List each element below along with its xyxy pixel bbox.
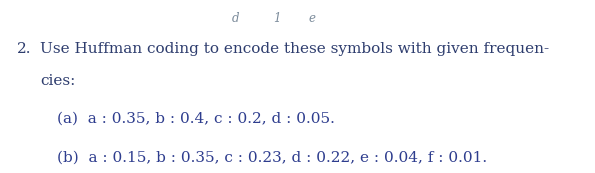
Text: (b)  a : 0.15, b : 0.35, c : 0.23, d : 0.22, e : 0.04, f : 0.01.: (b) a : 0.15, b : 0.35, c : 0.23, d : 0.…: [57, 151, 487, 165]
Text: e: e: [309, 12, 316, 25]
Text: cies:: cies:: [40, 74, 76, 88]
Text: Use Huffman coding to encode these symbols with given frequen-: Use Huffman coding to encode these symbo…: [40, 42, 550, 56]
Text: 2.: 2.: [17, 42, 31, 56]
Text: d: d: [231, 12, 239, 25]
Text: (a)  a : 0.35, b : 0.4, c : 0.2, d : 0.05.: (a) a : 0.35, b : 0.4, c : 0.2, d : 0.05…: [57, 112, 334, 126]
Text: 1: 1: [273, 12, 280, 25]
